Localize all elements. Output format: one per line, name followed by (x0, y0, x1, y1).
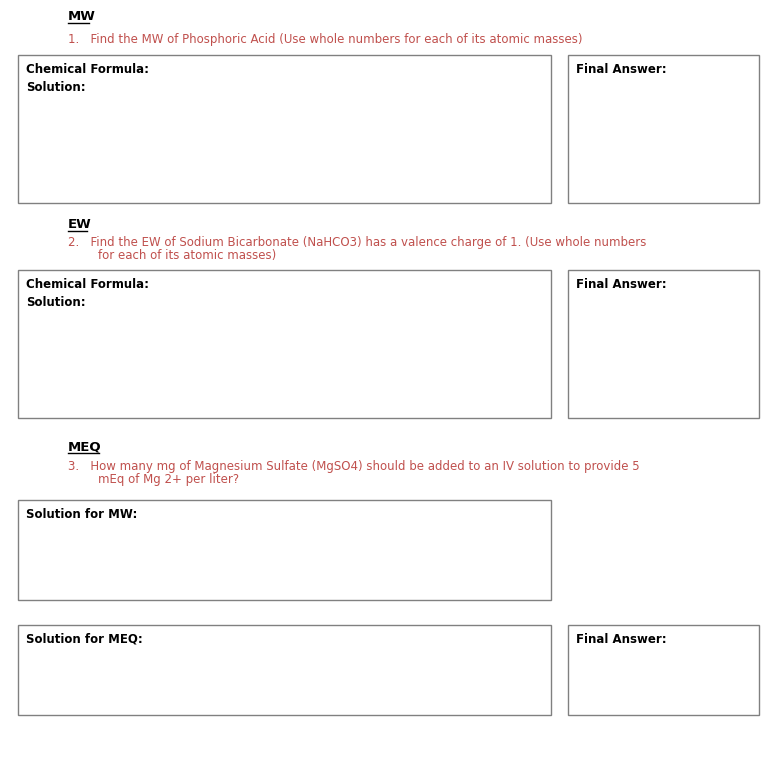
Bar (18, 500, 551, 600)
Bar (568, 625, 759, 715)
Text: 2.   Find the EW of Sodium Bicarbonate (NaHCO3) has a valence charge of 1. (Use : 2. Find the EW of Sodium Bicarbonate (Na… (68, 236, 646, 249)
Text: Solution:: Solution: (26, 81, 85, 94)
Text: Chemical Formula:: Chemical Formula: (26, 278, 149, 291)
Text: MW: MW (68, 10, 96, 23)
Text: mEq of Mg 2+ per liter?: mEq of Mg 2+ per liter? (68, 473, 239, 486)
Text: Solution for MW:: Solution for MW: (26, 508, 138, 521)
Bar (568, 55, 759, 203)
Text: 1.   Find the MW of Phosphoric Acid (Use whole numbers for each of its atomic ma: 1. Find the MW of Phosphoric Acid (Use w… (68, 33, 583, 46)
Bar (18, 270, 551, 418)
Text: Solution:: Solution: (26, 296, 85, 309)
Text: MEQ: MEQ (68, 440, 102, 453)
Text: for each of its atomic masses): for each of its atomic masses) (68, 249, 277, 262)
Bar (18, 625, 551, 715)
Text: EW: EW (68, 218, 92, 231)
Bar (568, 270, 759, 418)
Bar (18, 55, 551, 203)
Text: Final Answer:: Final Answer: (576, 63, 667, 76)
Text: 3.   How many mg of Magnesium Sulfate (MgSO4) should be added to an IV solution : 3. How many mg of Magnesium Sulfate (MgS… (68, 460, 639, 473)
Text: Final Answer:: Final Answer: (576, 278, 667, 291)
Text: Chemical Formula:: Chemical Formula: (26, 63, 149, 76)
Text: Final Answer:: Final Answer: (576, 633, 667, 646)
Text: Solution for MEQ:: Solution for MEQ: (26, 633, 143, 646)
